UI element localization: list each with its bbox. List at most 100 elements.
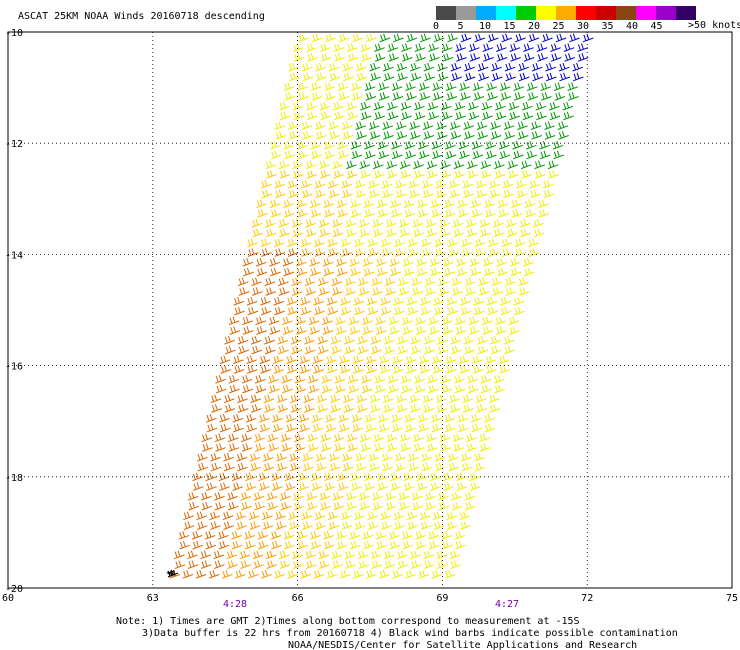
wind-barb [463,131,475,140]
wind-barb [278,160,290,170]
wind-barb [204,531,216,540]
wind-barb [272,423,284,433]
wind-barb [454,170,465,179]
wind-barb [298,482,310,491]
wind-barb [250,335,262,345]
wind-barb [558,131,569,140]
wind-barb [539,140,550,150]
wind-barb [534,170,546,179]
wind-barb [265,228,277,238]
wind-barb [377,209,389,218]
wind-barb [412,433,424,443]
wind-barb [473,92,485,101]
wind-barb [248,511,260,521]
wind-barb [431,423,443,433]
wind-barb [217,531,229,540]
wind-barb [242,326,254,335]
wind-barb [461,462,473,472]
wind-barb [333,433,345,443]
wind-barb [320,433,332,443]
wind-barb [415,531,426,540]
wind-barb [326,355,337,365]
wind-barb [451,277,463,287]
wind-barb [428,43,439,52]
wind-barb [498,209,509,218]
wind-barb [255,384,267,394]
wind-barb [286,355,297,365]
wind-barb [380,296,391,306]
wind-barb [301,248,312,257]
wind-barb [429,257,441,267]
wind-barb [314,248,326,257]
wind-barb [362,531,374,540]
wind-barb [241,433,252,443]
wind-barb [270,150,282,160]
wind-barb [313,365,325,374]
wind-barb [468,111,480,121]
wind-barb [385,492,396,501]
wind-barb [527,92,539,101]
wind-barb [288,511,300,521]
wind-barb [242,257,254,267]
wind-barb [264,404,275,413]
wind-barb [516,179,527,189]
wind-barb [406,33,418,43]
wind-barb [478,72,489,82]
wind-barb [233,296,245,306]
wind-barb [315,62,326,72]
wind-barb [381,453,393,462]
wind-barb [422,394,434,404]
wind-barb [359,228,371,238]
wind-barb [307,53,318,62]
wind-barb [307,433,318,443]
wind-barb [416,257,427,267]
wind-barb [507,160,519,170]
wind-barb [523,257,534,267]
wind-barb [450,62,462,72]
wind-barb [432,150,443,160]
wind-barb [288,121,299,130]
wind-barb [310,472,322,482]
wind-barb [533,228,545,238]
wind-barb [482,326,494,335]
wind-barb [504,345,515,355]
wind-barb [373,160,384,170]
wind-barb [367,238,379,248]
wind-barb [405,92,417,101]
wind-barb [499,82,511,91]
legend-swatch [496,6,516,20]
wind-barb [360,111,372,121]
wind-barb [479,218,491,228]
wind-barb [276,394,288,404]
wind-barb [275,131,286,140]
wind-barb [375,326,387,335]
wind-barb [364,140,375,150]
wind-barb [436,189,447,199]
wind-barb [278,345,289,355]
wind-barb [431,140,443,150]
wind-barb [329,131,340,140]
wind-barb [349,326,361,335]
wind-barb [351,82,362,91]
wind-barb [509,111,520,121]
wind-barb [349,257,361,267]
wind-barb [401,384,413,394]
wind-barb [496,53,508,62]
wind-barb [484,199,495,209]
legend-swatch [516,6,536,20]
wind-barb [393,365,404,374]
wind-barb [321,375,332,384]
wind-barb [258,414,270,423]
wind-barb [468,316,480,326]
wind-barb [374,375,386,384]
wind-barb [233,355,244,365]
wind-barb [375,531,387,540]
wind-barb [423,131,435,140]
wind-barb [421,453,432,462]
wind-barb [418,150,430,160]
wind-barb [296,267,308,277]
wind-barb [456,482,468,491]
wind-barb [399,218,410,228]
wind-barb [260,306,272,316]
wind-barb [351,150,363,160]
